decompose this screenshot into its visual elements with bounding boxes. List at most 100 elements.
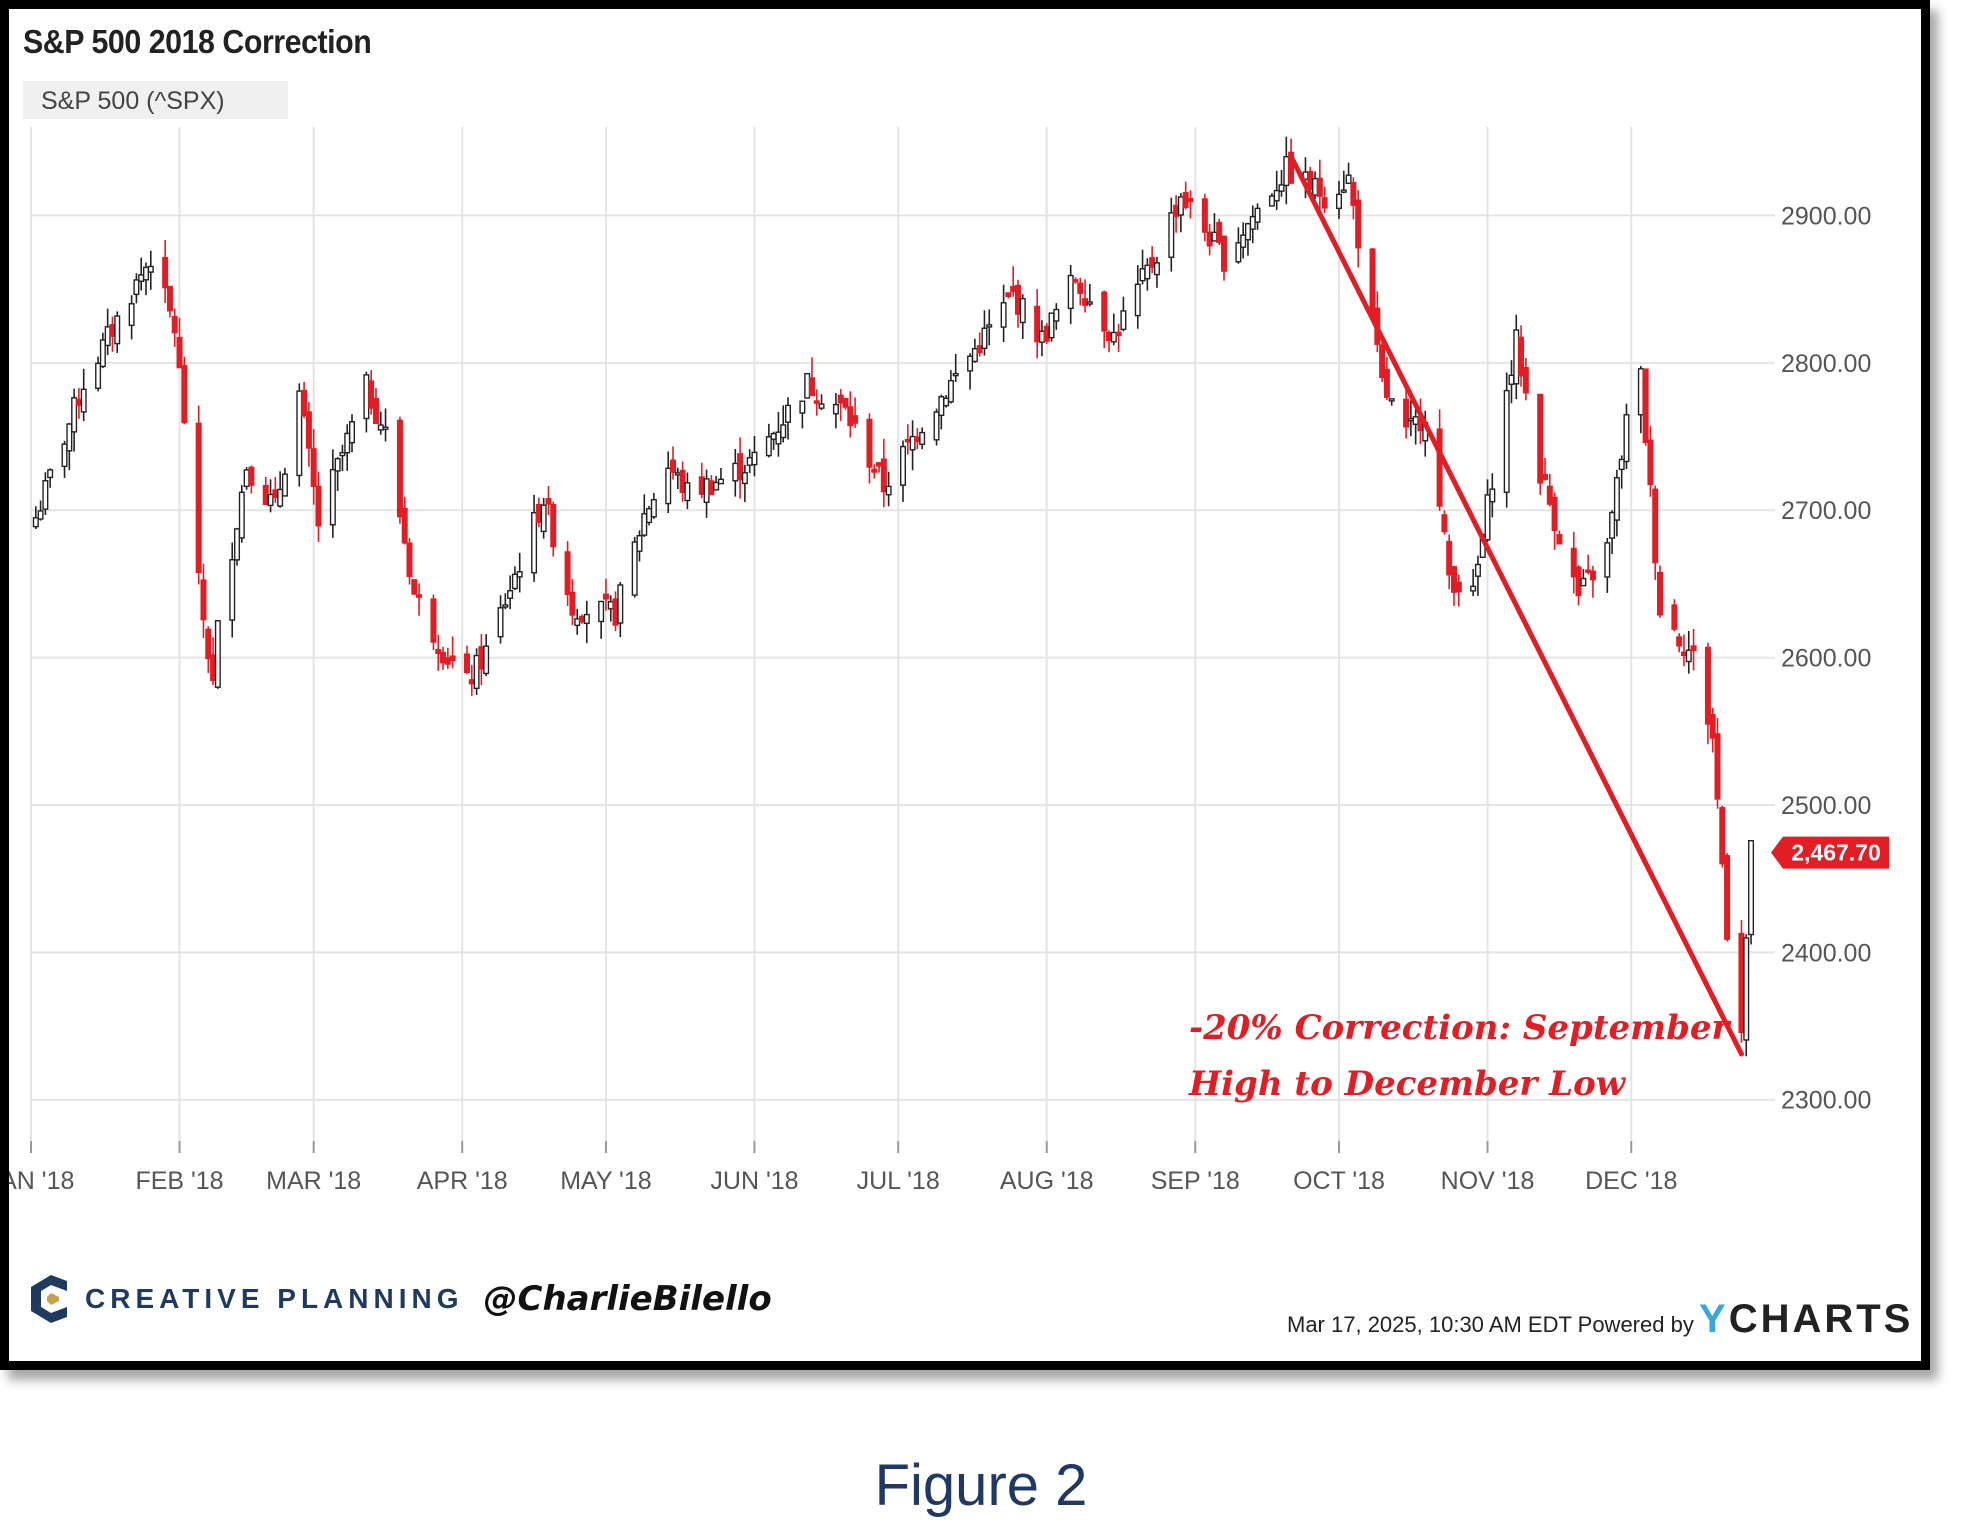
candle-body — [670, 459, 677, 473]
y-tick-label: 2600.00 — [1781, 645, 1871, 673]
candle-body — [564, 551, 571, 596]
candle-body — [382, 426, 389, 430]
candle-body — [205, 628, 212, 660]
x-tick-label: NOV '18 — [1441, 1167, 1535, 1195]
candle-body — [1177, 196, 1184, 216]
candle-body — [75, 398, 82, 406]
x-tick-label: SEP '18 — [1151, 1167, 1240, 1195]
candle-body — [1436, 428, 1443, 507]
candle-body — [128, 303, 135, 327]
x-tick-label: JAN '18 — [9, 1167, 74, 1195]
candle-body — [162, 256, 169, 289]
candle-body — [1585, 569, 1592, 573]
candle-body — [900, 445, 907, 486]
candle-body — [1412, 416, 1419, 425]
y-tick-label: 2900.00 — [1781, 202, 1871, 230]
candle-body — [1038, 330, 1045, 343]
candle-body — [674, 472, 681, 476]
candle-body — [1206, 231, 1213, 247]
candle-body — [1388, 398, 1395, 402]
candle-body — [617, 584, 624, 624]
candle-body — [1484, 494, 1491, 541]
candle-body — [1474, 563, 1481, 577]
candle-body — [938, 396, 945, 416]
candle-body — [214, 620, 221, 688]
ycharts-logo: YCHARTS — [1699, 1297, 1913, 1342]
ycharts-wordmark: CHARTS — [1728, 1297, 1914, 1341]
candle-body — [1709, 713, 1716, 739]
candle-body — [1153, 262, 1160, 276]
candle-body — [1244, 223, 1251, 241]
candle-body — [947, 379, 954, 403]
candle-body — [904, 438, 911, 443]
candle-body — [641, 513, 648, 536]
candle-body — [377, 424, 384, 431]
candle-body — [1556, 533, 1563, 545]
candle-body — [1182, 192, 1189, 209]
candle-body — [262, 484, 269, 506]
y-tick-label: 2800.00 — [1781, 350, 1871, 378]
x-tick-label: APR '18 — [417, 1167, 508, 1195]
candle-body — [684, 482, 691, 502]
y-tick-label: 2300.00 — [1781, 1087, 1871, 1115]
candle-body — [852, 415, 859, 424]
candle-body — [732, 462, 739, 482]
candle-body — [464, 653, 471, 673]
candle-body — [1647, 439, 1654, 486]
candle-body — [42, 479, 49, 510]
candle-body — [368, 380, 375, 409]
trendline — [1288, 153, 1744, 1057]
candle-body — [166, 285, 173, 312]
candle-body — [1551, 496, 1558, 532]
candle-body — [818, 403, 825, 409]
candle-body — [1350, 181, 1357, 206]
candle-body — [751, 451, 758, 466]
series-label: S&P 500 (^SPX) — [41, 87, 225, 115]
candle-body — [1676, 636, 1683, 647]
candle-body — [741, 472, 748, 485]
candle-body — [210, 654, 217, 682]
candle-body — [1019, 297, 1026, 324]
candle-body — [109, 324, 116, 337]
candle-body — [976, 345, 983, 354]
x-tick-label: MAR '18 — [266, 1167, 361, 1195]
candle-body — [1278, 184, 1285, 192]
candle-body — [799, 400, 806, 414]
candle-body — [142, 266, 149, 281]
y-tick-label: 2700.00 — [1781, 497, 1871, 525]
candle-body — [698, 476, 705, 495]
candle-body — [329, 469, 336, 526]
candle-body — [473, 654, 480, 690]
candle-body — [435, 649, 442, 654]
candle-body — [1115, 331, 1122, 337]
annotation: -20% Correction: September High to Decemb… — [1188, 1008, 1732, 1104]
candle-body — [1086, 301, 1093, 305]
candle-body — [531, 511, 538, 574]
candle-body — [1048, 312, 1055, 339]
candle-body — [349, 421, 356, 444]
candle-body — [61, 443, 68, 468]
candle-body — [310, 448, 317, 488]
candle-body — [1407, 417, 1414, 422]
candle-body — [607, 601, 614, 610]
candle-body — [842, 397, 849, 408]
candle-body — [871, 468, 878, 473]
x-tick-label: FEB '18 — [135, 1167, 223, 1195]
candle-body — [32, 517, 39, 528]
candles — [32, 136, 1755, 1057]
candle-body — [334, 458, 341, 472]
candle-body — [1623, 414, 1630, 463]
candle-body — [147, 265, 154, 273]
series-legend[interactable]: S&P 500 (^SPX) — [23, 81, 288, 119]
candle-body — [631, 541, 638, 596]
candle-body — [1690, 645, 1697, 652]
y-axis: 2300.00 2400.00 2500.00 2600.00 2700.00 2800.… — [1781, 202, 1871, 1114]
x-axis: JAN '18 FEB '18 MAR '18 APR '18 MAY '18 JUN '… — [9, 1141, 1677, 1195]
candle-body — [114, 315, 121, 345]
candle-body — [737, 453, 744, 481]
creative-planning-brand: CREATIVE PLANNING @CharlieBilello — [27, 1271, 772, 1327]
candle-body — [248, 466, 255, 486]
candlestick-chart[interactable]: 2300.00 2400.00 2500.00 2600.00 2700.00 2800.… — [9, 9, 1921, 1361]
candle-body — [1724, 855, 1731, 940]
candle-body — [511, 573, 518, 590]
